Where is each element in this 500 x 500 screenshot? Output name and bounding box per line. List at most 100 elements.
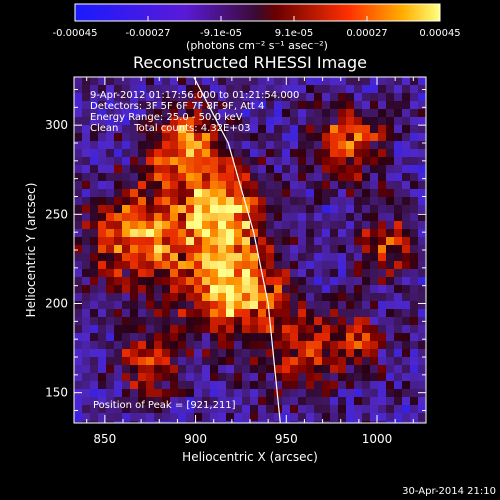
heatmap-cell (258, 293, 267, 302)
heatmap-cell (170, 213, 179, 222)
heatmap-cell (82, 357, 91, 366)
heatmap-cell (322, 149, 331, 158)
heatmap-cell (410, 93, 419, 102)
heatmap-cell (82, 189, 91, 198)
heatmap-cell (274, 317, 283, 326)
heatmap-cell (130, 349, 139, 358)
heatmap-cell (258, 101, 267, 110)
heatmap-cell (394, 349, 403, 358)
heatmap-cell (242, 261, 251, 270)
heatmap-cell (146, 317, 155, 326)
heatmap-cell (354, 397, 363, 406)
heatmap-cell (98, 141, 107, 150)
heatmap-cell (130, 261, 139, 270)
heatmap-cell (210, 77, 219, 86)
heatmap-cell (90, 341, 99, 350)
heatmap-cell (330, 373, 339, 382)
heatmap-cell (338, 397, 347, 406)
heatmap-cell (314, 165, 323, 174)
heatmap-cell (274, 109, 283, 118)
heatmap-cell (282, 357, 291, 366)
heatmap-cell (82, 261, 91, 270)
heatmap-cell (346, 397, 355, 406)
heatmap-cell (178, 101, 187, 110)
heatmap-cell (242, 405, 251, 414)
heatmap-cell (178, 389, 187, 398)
heatmap-cell (370, 141, 379, 150)
heatmap-cell (306, 133, 315, 142)
heatmap-cell (218, 197, 227, 206)
heatmap-cell (90, 317, 99, 326)
heatmap-cell (418, 245, 426, 254)
heatmap-cell (370, 157, 379, 166)
heatmap-cell (146, 85, 155, 94)
heatmap-cell (138, 93, 147, 102)
heatmap-cell (330, 181, 339, 190)
heatmap-cell (250, 325, 259, 334)
heatmap-cell (290, 221, 299, 230)
heatmap-cell (170, 229, 179, 238)
heatmap-cell (354, 165, 363, 174)
heatmap-cell (186, 141, 195, 150)
heatmap-cell (130, 197, 139, 206)
heatmap-cell (242, 269, 251, 278)
heatmap-cell (402, 421, 411, 423)
heatmap-cell (114, 245, 123, 254)
colorbar-tick-label: -0.00045 (53, 28, 98, 39)
heatmap-cell (146, 181, 155, 190)
heatmap-cell (418, 221, 426, 230)
heatmap-cell (98, 85, 107, 94)
heatmap-cell (178, 141, 187, 150)
heatmap-cell (346, 213, 355, 222)
heatmap-cell (98, 277, 107, 286)
heatmap-cell (378, 117, 387, 126)
heatmap-cell (282, 165, 291, 174)
heatmap-cell (306, 213, 315, 222)
heatmap-cell (106, 277, 115, 286)
heatmap-cell (338, 325, 347, 334)
heatmap-cell (418, 189, 426, 198)
heatmap-cell (370, 309, 379, 318)
heatmap-cell (402, 261, 411, 270)
heatmap-cell (98, 309, 107, 318)
heatmap-cell (162, 109, 171, 118)
heatmap-cell (218, 261, 227, 270)
heatmap-cell (322, 285, 331, 294)
heatmap-cell (290, 333, 299, 342)
heatmap-cell (378, 181, 387, 190)
heatmap-cell (202, 173, 211, 182)
heatmap-cell (362, 85, 371, 94)
heatmap-cell (210, 117, 219, 126)
heatmap-cell (186, 269, 195, 278)
heatmap-cell (242, 373, 251, 382)
heatmap-cell (90, 181, 99, 190)
heatmap-cell (194, 101, 203, 110)
heatmap-cell (122, 189, 131, 198)
heatmap-cell (154, 341, 163, 350)
heatmap-cell (386, 221, 395, 230)
heatmap-cell (98, 117, 107, 126)
heatmap-cell (338, 165, 347, 174)
heatmap-cell (122, 109, 131, 118)
heatmap-cell (258, 85, 267, 94)
heatmap-cell (298, 309, 307, 318)
heatmap-cell (258, 245, 267, 254)
heatmap-cell (154, 421, 163, 423)
heatmap-cell (330, 389, 339, 398)
heatmap-cell (282, 157, 291, 166)
heatmap-cell (418, 117, 426, 126)
heatmap-cell (210, 397, 219, 406)
heatmap-cell (394, 421, 403, 423)
heatmap-cell (178, 285, 187, 294)
heatmap-cell (250, 381, 259, 390)
heatmap-cell (218, 269, 227, 278)
heatmap-cell (274, 189, 283, 198)
heatmap-cell (154, 77, 163, 86)
heatmap-cell (298, 213, 307, 222)
heatmap-cell (162, 333, 171, 342)
heatmap-cell (330, 341, 339, 350)
heatmap-cell (338, 341, 347, 350)
heatmap-cell (138, 261, 147, 270)
heatmap-cell (186, 165, 195, 174)
heatmap-cell (234, 325, 243, 334)
